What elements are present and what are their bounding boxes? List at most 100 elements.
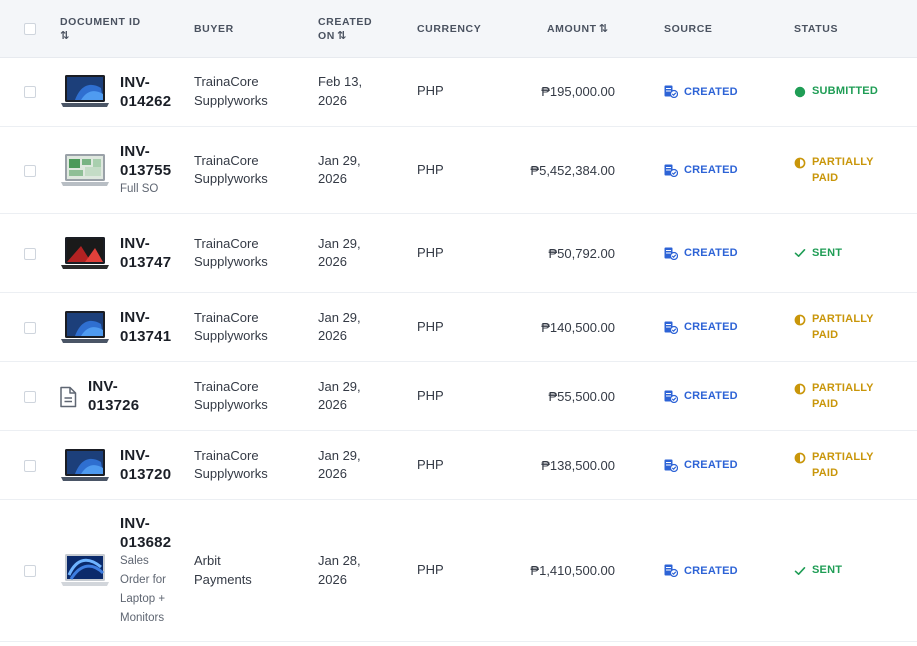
status-cell: PARTIALLY PAID <box>794 362 904 430</box>
source-cell: CREATED <box>664 214 774 292</box>
amount-value: ₱1,410,500.00 <box>530 563 615 578</box>
source-label: CREATED <box>684 164 738 176</box>
document-id: INV- 013741 <box>120 308 171 346</box>
column-header-created-on[interactable]: CREATED ON ⇅ <box>318 15 372 43</box>
column-header-created-label: CREATED <box>318 16 373 28</box>
document-subtitle: Laptop + <box>120 592 166 605</box>
laptop-dark-blue-icon <box>61 448 109 489</box>
status-label: PARTIALLY <box>812 450 874 463</box>
document-id-cell[interactable]: INV- 013720 <box>120 431 190 499</box>
status-label: PARTIALLY <box>812 155 874 168</box>
status-label: PARTIALLY <box>812 381 874 394</box>
document-id-number: 014262 <box>120 92 172 110</box>
column-header-document-id[interactable]: DOCUMENT ID ⇅ <box>60 15 141 43</box>
source-cell: CREATED <box>664 362 774 430</box>
created-document-icon <box>664 85 678 98</box>
table-row[interactable]: INV- 013682 Sales Order for Laptop + Monitors… <box>0 500 917 642</box>
select-all-checkbox[interactable] <box>24 23 36 35</box>
table-row[interactable]: INV- 013755 Full SO TrainaCore Supplyworks Ja… <box>0 127 917 214</box>
currency-code: PHP <box>417 318 444 334</box>
source-label: CREATED <box>684 564 738 577</box>
table-row[interactable]: INV- 014262 TrainaCore Supplyworks Feb 13, 20… <box>0 57 917 127</box>
amount-value: ₱5,452,384.00 <box>530 162 615 178</box>
table-row[interactable]: INV- 013726 TrainaCore Supplyworks Jan 29, 20… <box>0 362 917 431</box>
document-id-cell[interactable]: INV- 013755 Full SO <box>120 127 190 213</box>
amount-cell: ₱50,792.00 <box>495 214 615 292</box>
buyer-cell: Arbit Payments <box>194 500 304 641</box>
status-label: SENT <box>812 564 843 577</box>
row-checkbox[interactable] <box>24 391 36 403</box>
row-checkbox[interactable] <box>24 86 36 98</box>
table-row[interactable]: INV- 013741 TrainaCore Supplyworks Jan 29, 20… <box>0 293 917 362</box>
document-id: INV- 013755 Full SO <box>120 142 171 199</box>
document-subtitle: Monitors <box>120 611 165 624</box>
buyer-name: TrainaCore <box>194 235 259 251</box>
document-id-prefix: INV- <box>120 142 150 160</box>
column-header-amount[interactable]: AMOUNT ⇅ <box>547 22 608 36</box>
created-on-cell: Jan 29, 2026 <box>318 127 398 213</box>
source-label: CREATED <box>684 85 738 98</box>
row-checkbox[interactable] <box>24 165 36 177</box>
row-checkbox[interactable] <box>24 565 36 577</box>
column-header-source[interactable]: SOURCE <box>664 23 713 35</box>
currency-code: PHP <box>417 456 444 472</box>
column-header-buyer[interactable]: BUYER <box>194 23 234 35</box>
created-on-cell: Jan 29, 2026 <box>318 362 398 430</box>
status-check-icon <box>794 247 806 259</box>
buyer-cell: TrainaCore Supplyworks <box>194 362 304 430</box>
document-id-cell[interactable]: INV- 013682 Sales Order for Laptop + Monitors <box>120 500 190 641</box>
status-cell: PARTIALLY PAID <box>794 127 904 213</box>
document-id-prefix: INV- <box>88 378 118 395</box>
document-id-cell[interactable]: INV- 013726 <box>88 362 188 430</box>
created-year: 2026 <box>318 328 347 343</box>
created-on-cell: Jan 29, 2026 <box>318 431 398 499</box>
created-document-icon <box>664 321 678 334</box>
buyer-cell: TrainaCore Supplyworks <box>194 293 304 361</box>
row-checkbox[interactable] <box>24 460 36 472</box>
laptop-silver-green-icon <box>61 153 109 194</box>
source-cell: CREATED <box>664 57 774 126</box>
table-row[interactable]: INV- 013720 TrainaCore Supplyworks Jan 29, 20… <box>0 431 917 500</box>
buyer-name: TrainaCore <box>194 447 259 463</box>
document-id-cell[interactable]: INV- 013747 <box>120 214 190 292</box>
created-on-cell: Feb 13, 2026 <box>318 57 398 126</box>
document-id-number: 013747 <box>120 254 172 271</box>
document-id: INV- 014262 <box>120 73 171 111</box>
amount-cell: ₱138,500.00 <box>495 431 615 499</box>
document-id: INV- 013682 Sales Order for Laptop + Monitors <box>120 514 171 628</box>
document-id-cell[interactable]: INV- 014262 <box>120 57 190 126</box>
currency-code: PHP <box>417 244 444 260</box>
status-half-circle-icon <box>794 314 806 326</box>
source-cell: CREATED <box>664 431 774 499</box>
created-year: 2026 <box>318 92 347 108</box>
buyer-cell: TrainaCore Supplyworks <box>194 127 304 213</box>
status-cell: PARTIALLY PAID <box>794 431 904 499</box>
buyer-name: Arbit <box>194 553 221 568</box>
document-id: INV- 013720 <box>120 446 171 484</box>
created-year: 2026 <box>318 397 347 412</box>
buyer-name: Payments <box>194 571 252 587</box>
buyer-name: TrainaCore <box>194 309 259 325</box>
created-document-icon <box>664 164 678 177</box>
row-checkbox[interactable] <box>24 322 36 334</box>
source-label: CREATED <box>684 390 738 402</box>
sort-icon[interactable]: ⇅ <box>60 30 70 42</box>
laptop-dark-blue-icon <box>61 310 109 351</box>
document-id-cell[interactable]: INV- 013741 <box>120 293 190 361</box>
row-checkbox[interactable] <box>24 248 36 260</box>
created-date: Jan 29, <box>318 378 361 394</box>
status-badge: PARTIALLY PAID <box>812 154 874 187</box>
document-subtitle: Full SO <box>120 182 159 195</box>
created-date: Jan 29, <box>318 309 361 325</box>
column-header-currency[interactable]: CURRENCY <box>417 23 482 35</box>
buyer-name: Supplyworks <box>194 171 268 186</box>
status-label: PARTIALLY <box>812 312 874 325</box>
document-id-number: 013726 <box>88 397 140 414</box>
status-badge: PARTIALLY PAID <box>812 449 874 482</box>
amount-value: ₱138,500.00 <box>541 457 615 473</box>
column-header-status[interactable]: STATUS <box>794 23 839 35</box>
created-date: Jan 29, <box>318 152 361 168</box>
sort-icon[interactable]: ⇅ <box>598 23 608 35</box>
table-row[interactable]: INV- 013747 TrainaCore Supplyworks Jan 29, 20… <box>0 214 917 293</box>
sort-icon[interactable]: ⇅ <box>336 30 347 42</box>
